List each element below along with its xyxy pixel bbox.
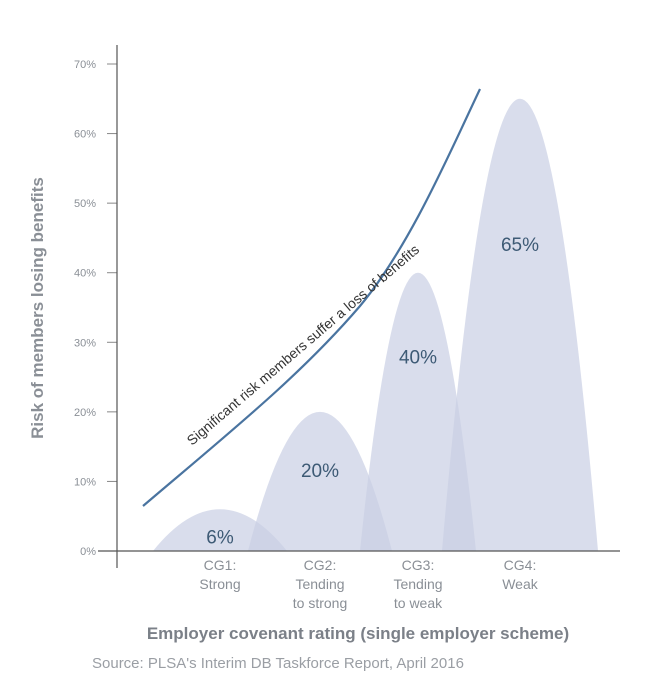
y-axis-ticks: 0% 10% 20% 30% 40% 50% 60% 70%: [74, 59, 117, 558]
value-label: 20%: [301, 461, 339, 482]
risk-hump: [442, 98, 598, 551]
category-label: CG3: Tending to weak: [393, 557, 443, 611]
category-label: CG4: Weak: [502, 557, 539, 592]
risk-humps: [153, 98, 598, 551]
source-note: Source: PLSA's Interim DB Taskforce Repo…: [92, 655, 464, 672]
value-label: 65%: [501, 235, 539, 256]
value-label: 6%: [206, 527, 234, 548]
y-tick-label: 60%: [74, 129, 96, 141]
risk-hump: [248, 411, 392, 551]
y-tick-label: 50%: [74, 198, 96, 210]
category-labels: CG1: Strong CG2: Tending to strong CG3: Tendin…: [199, 557, 538, 611]
y-tick-label: 40%: [74, 268, 96, 280]
y-axis-title: Risk of members losing benefits: [28, 177, 47, 439]
category-label: CG1: Strong: [199, 557, 240, 592]
x-axis-title: Employer covenant rating (single employe…: [147, 624, 569, 643]
risk-hump: [360, 272, 476, 551]
value-labels: 6% 20% 40% 65%: [206, 235, 539, 548]
value-label: 40%: [399, 348, 437, 369]
y-tick-label: 10%: [74, 476, 96, 488]
y-tick-label: 70%: [74, 59, 96, 71]
risk-curve-line: [142, 88, 481, 507]
category-label: CG2: Tending to strong: [293, 557, 347, 611]
y-tick-label: 30%: [74, 337, 96, 349]
y-tick-label: 0%: [80, 546, 96, 558]
y-tick-label: 20%: [74, 407, 96, 419]
